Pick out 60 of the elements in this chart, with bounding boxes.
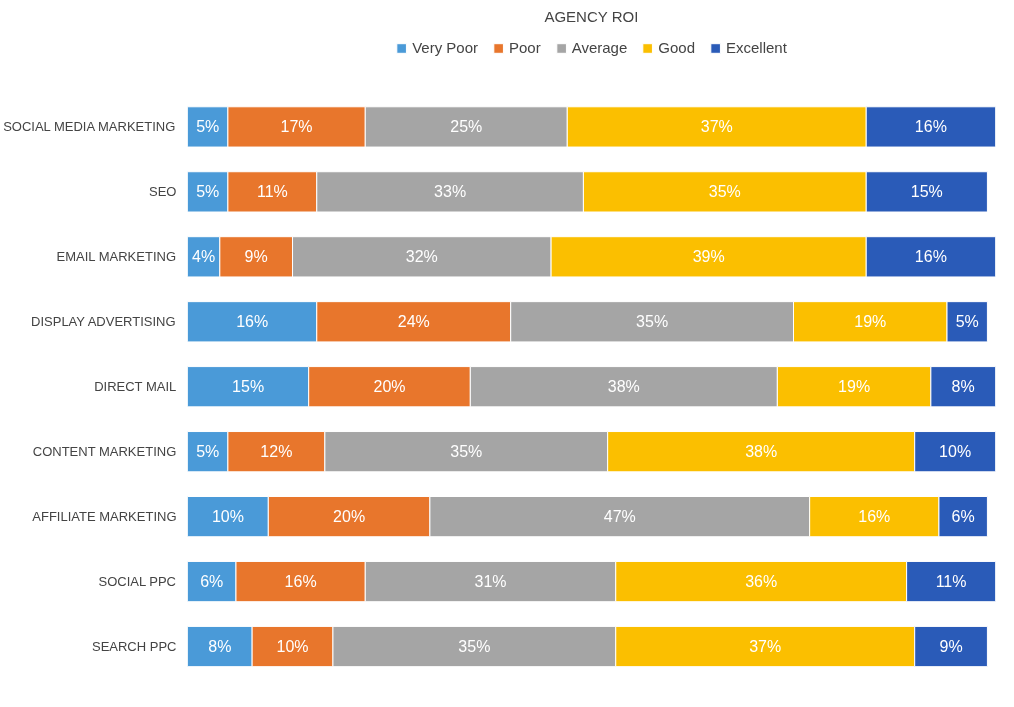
y-tick-label: CONTENT MARKETING bbox=[32, 444, 177, 460]
y-tick-label: DISPLAY ADVERTISING bbox=[31, 314, 176, 330]
data-label: 37% bbox=[749, 638, 782, 656]
data-label: 5% bbox=[955, 313, 979, 331]
y-tick-label: EMAIL MARKETING bbox=[56, 249, 177, 265]
data-label: 8% bbox=[208, 638, 232, 656]
y-tick-label: SOCIAL MEDIA MARKETING bbox=[3, 119, 176, 135]
data-label: 16% bbox=[914, 118, 947, 136]
y-tick-label: SEO bbox=[149, 184, 177, 200]
data-label: 20% bbox=[373, 378, 406, 396]
data-label: 10% bbox=[211, 508, 244, 526]
data-label: 19% bbox=[854, 313, 887, 331]
y-tick-label: AFFILIATE MARKETING bbox=[32, 509, 177, 525]
data-label: 33% bbox=[434, 183, 467, 201]
data-label: 4% bbox=[192, 248, 216, 266]
y-tick-label: DIRECT MAIL bbox=[94, 379, 177, 395]
data-label: 17% bbox=[280, 118, 313, 136]
data-label: 19% bbox=[838, 378, 871, 396]
y-tick-label: SEARCH PPC bbox=[91, 639, 177, 655]
data-label: 9% bbox=[939, 638, 963, 656]
data-label: 6% bbox=[200, 573, 224, 591]
data-label: 38% bbox=[607, 378, 640, 396]
data-label: 47% bbox=[603, 508, 636, 526]
data-label: 37% bbox=[700, 118, 733, 136]
data-label: 24% bbox=[397, 313, 430, 331]
data-label: 5% bbox=[196, 443, 220, 461]
data-label: 35% bbox=[450, 443, 483, 461]
data-label: 38% bbox=[745, 443, 778, 461]
data-label: 12% bbox=[260, 443, 293, 461]
data-label: 10% bbox=[939, 443, 972, 461]
data-label: 25% bbox=[450, 118, 483, 136]
data-label: 15% bbox=[910, 183, 943, 201]
data-label: 16% bbox=[914, 248, 947, 266]
data-label: 32% bbox=[405, 248, 438, 266]
data-label: 10% bbox=[276, 638, 309, 656]
legend-label: Average bbox=[571, 39, 628, 56]
data-label: 16% bbox=[284, 573, 317, 591]
legend-label: Excellent bbox=[726, 39, 787, 56]
data-label: 8% bbox=[951, 378, 975, 396]
data-label: 5% bbox=[196, 118, 220, 136]
data-label: 39% bbox=[692, 248, 725, 266]
data-label: 5% bbox=[196, 183, 220, 201]
y-tick-label: SOCIAL PPC bbox=[98, 574, 177, 590]
legend-label: Poor bbox=[509, 39, 541, 56]
data-label: 15% bbox=[232, 378, 265, 396]
chart-title: AGENCY ROI bbox=[544, 7, 639, 25]
data-label: 35% bbox=[636, 313, 669, 331]
data-label: 20% bbox=[333, 508, 366, 526]
data-label: 31% bbox=[474, 573, 507, 591]
data-label: 9% bbox=[244, 248, 268, 266]
data-label: 16% bbox=[858, 508, 891, 526]
data-label: 36% bbox=[745, 573, 778, 591]
data-label: 11% bbox=[256, 183, 288, 201]
data-label: 11% bbox=[935, 573, 967, 591]
legend-label: Good bbox=[658, 39, 695, 56]
legend-label: Very Poor bbox=[412, 39, 478, 56]
data-label: 6% bbox=[951, 508, 975, 526]
data-label: 35% bbox=[708, 183, 741, 201]
data-label: 16% bbox=[236, 313, 269, 331]
data-label: 35% bbox=[458, 638, 491, 656]
